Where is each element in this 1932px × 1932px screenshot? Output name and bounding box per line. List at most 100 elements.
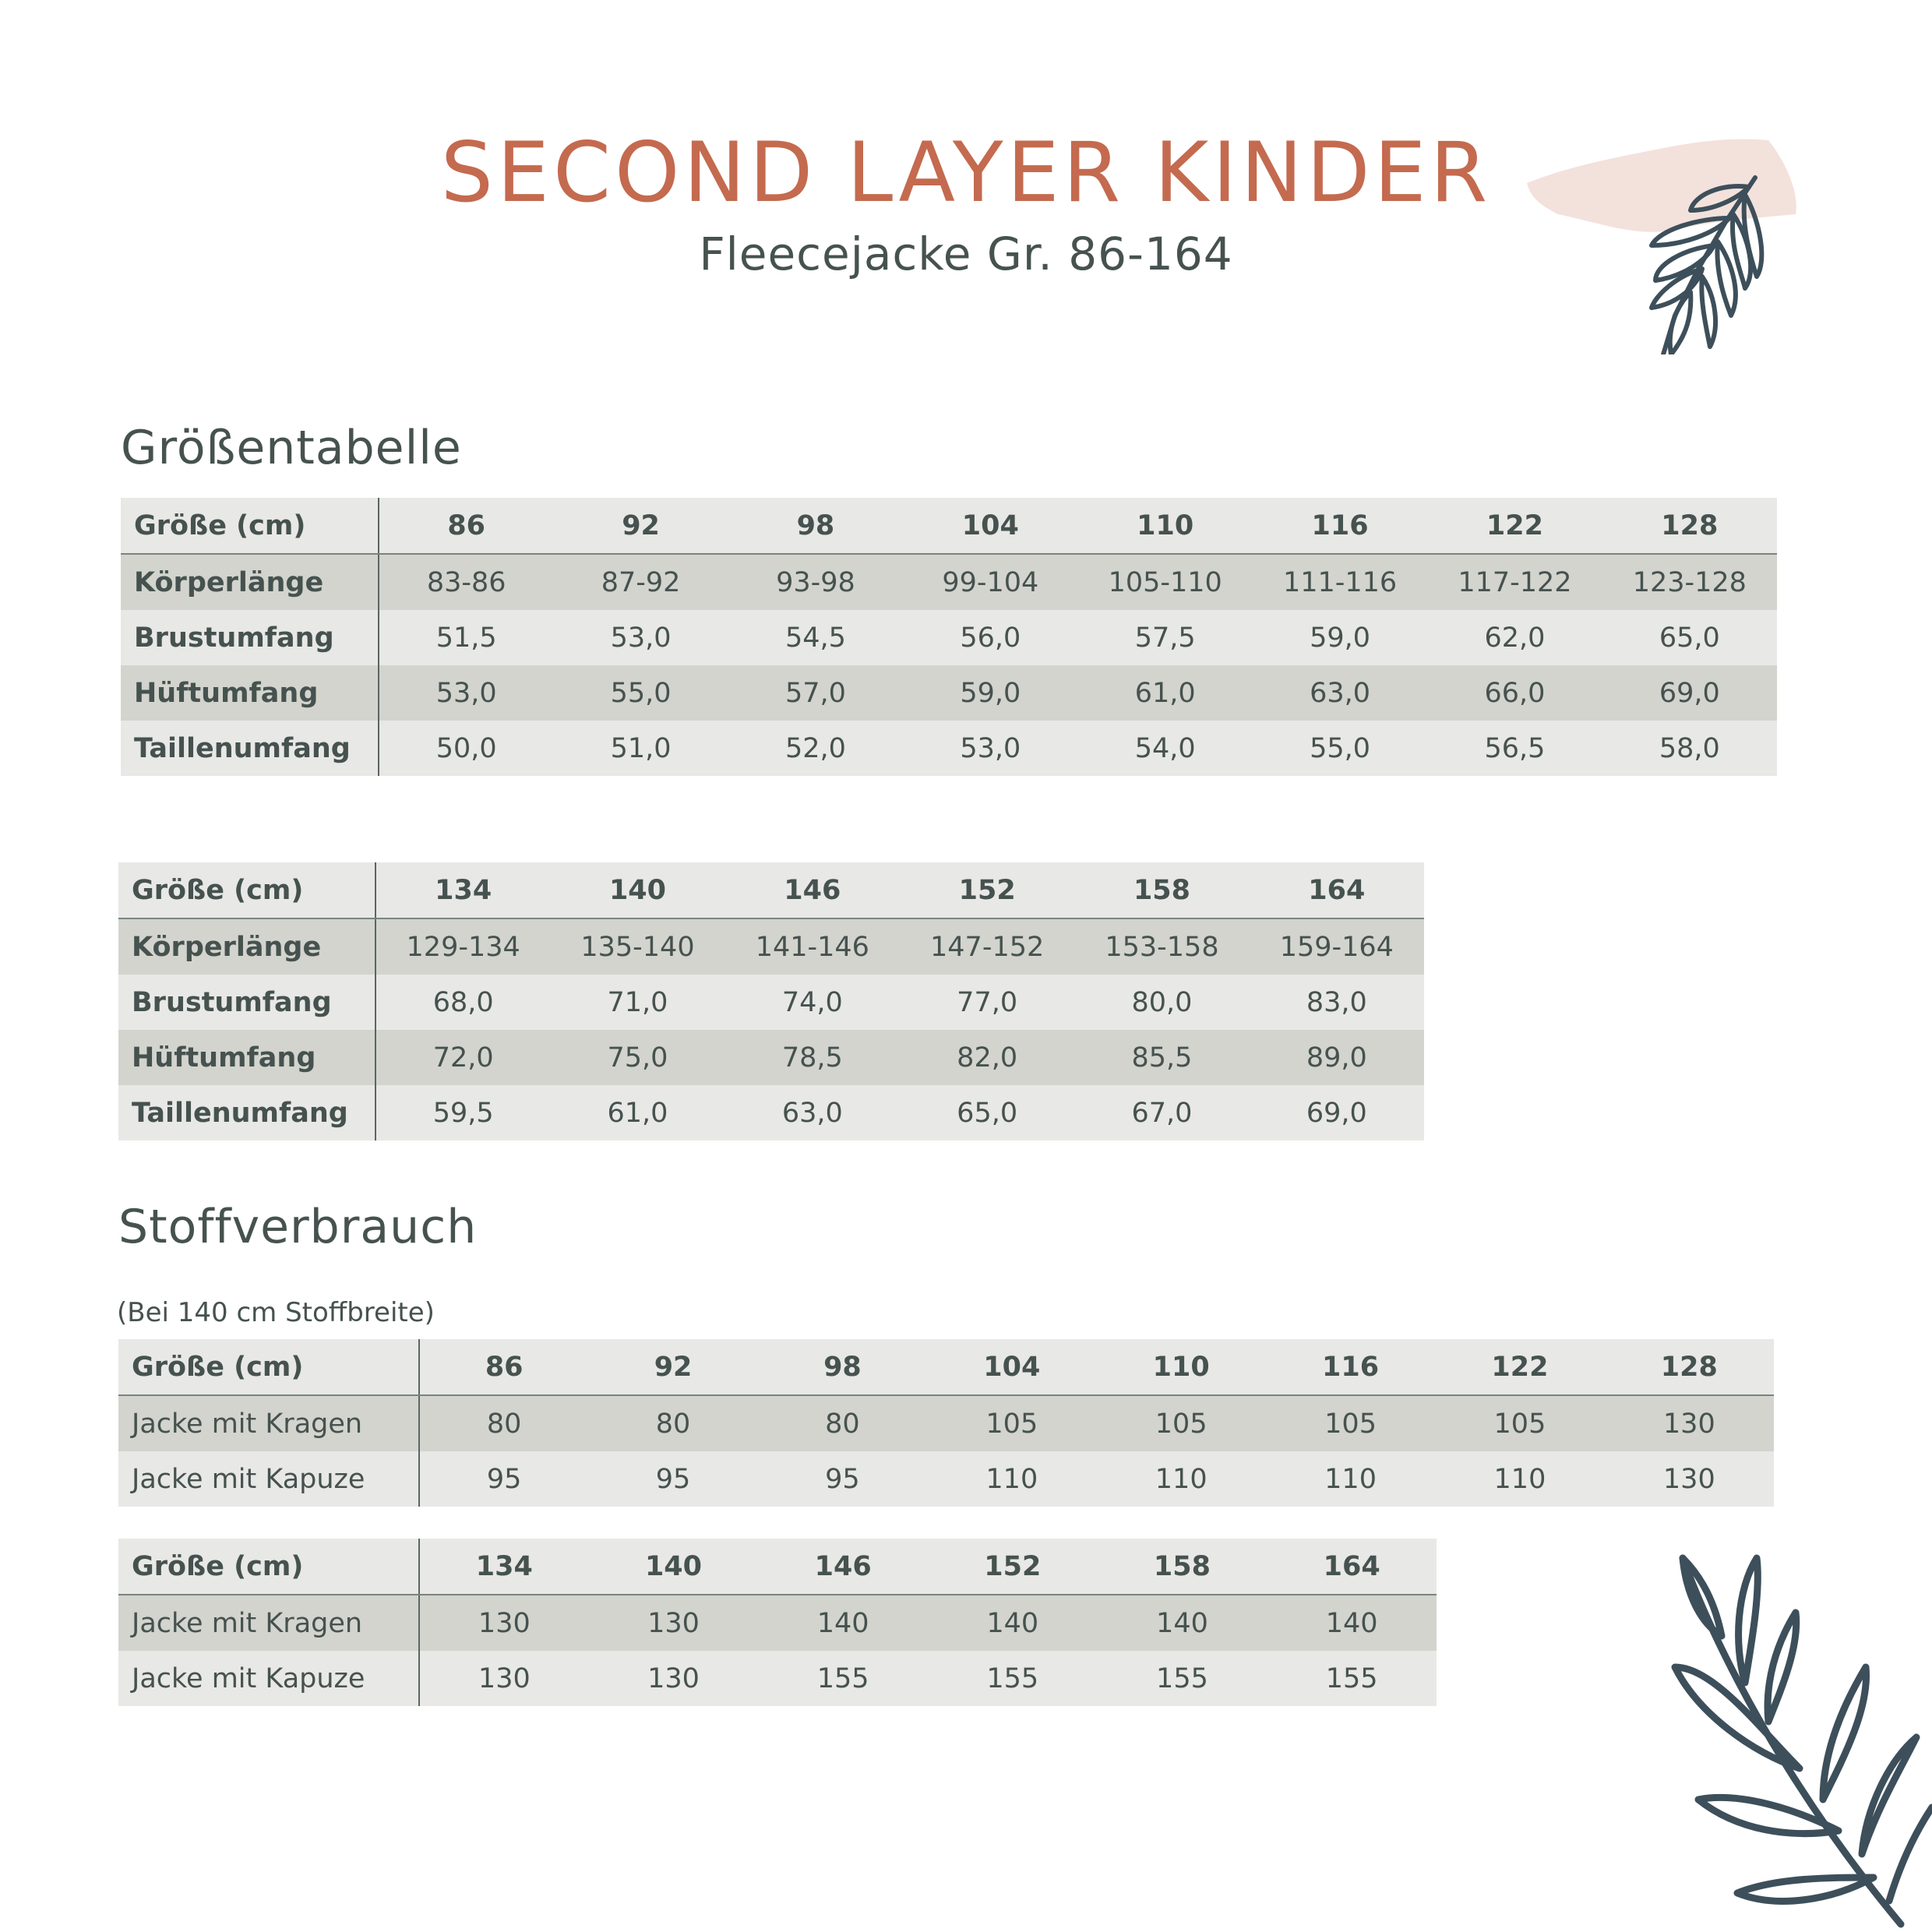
value-cell: 54,0 — [1077, 721, 1253, 776]
header-label-cell: Größe (cm) — [118, 862, 376, 919]
size-table-2: Größe (cm) 134 140 146 152 158 164 Körperlänge 1… — [118, 862, 1424, 1141]
value-cell: 110 — [1096, 1451, 1266, 1507]
value-cell: 75,0 — [550, 1030, 725, 1085]
value-cell: 105 — [1435, 1395, 1605, 1451]
row-label-cell: Hüftumfang — [118, 1030, 376, 1085]
row-label-cell: Taillenumfang — [118, 1085, 376, 1141]
value-cell: 155 — [758, 1651, 928, 1706]
table-header-row: Größe (cm) 134 140 146 152 158 164 — [118, 1539, 1437, 1595]
value-cell: 135-140 — [550, 918, 725, 975]
value-cell: 130 — [1604, 1395, 1774, 1451]
size-header-cell: 134 — [375, 862, 551, 919]
table-row: Körperlänge 129-134 135-140 141-146 147-152 1… — [118, 918, 1424, 975]
table-row: Brustumfang 51,5 53,0 54,5 56,0 57,5 59,0 62,0 6… — [121, 610, 1777, 665]
size-header-cell: 164 — [1267, 1539, 1437, 1595]
value-cell: 59,5 — [375, 1085, 551, 1141]
value-cell: 71,0 — [550, 975, 725, 1030]
value-cell: 140 — [758, 1595, 928, 1651]
value-cell: 52,0 — [728, 721, 904, 776]
table-row: Brustumfang 68,0 71,0 74,0 77,0 80,0 83,0 — [118, 975, 1424, 1030]
fabric-table-1: Größe (cm) 86 92 98 104 110 116 122 128 Jacke mit… — [118, 1339, 1774, 1507]
value-cell: 61,0 — [550, 1085, 725, 1141]
fabric-width-note: (Bei 140 cm Stoffbreite) — [117, 1297, 435, 1328]
value-cell: 153-158 — [1074, 918, 1250, 975]
value-cell: 130 — [1604, 1451, 1774, 1507]
value-cell: 69,0 — [1602, 665, 1777, 721]
row-label-cell: Körperlänge — [121, 554, 379, 610]
row-label-cell: Jacke mit Kragen — [118, 1595, 420, 1651]
value-cell: 159-164 — [1249, 918, 1424, 975]
value-cell: 55,0 — [1252, 721, 1428, 776]
value-cell: 77,0 — [899, 975, 1075, 1030]
value-cell: 80 — [757, 1395, 928, 1451]
row-label-cell: Jacke mit Kragen — [118, 1395, 420, 1451]
table-header-row: Größe (cm) 134 140 146 152 158 164 — [118, 862, 1424, 919]
value-cell: 155 — [927, 1651, 1098, 1706]
table-row: Taillenumfang 50,0 51,0 52,0 53,0 54,0 55,0 56,… — [121, 721, 1777, 776]
header-label-cell: Größe (cm) — [118, 1539, 420, 1595]
size-header-cell: 152 — [927, 1539, 1098, 1595]
value-cell: 130 — [588, 1595, 759, 1651]
table-header-row: Größe (cm) 86 92 98 104 110 116 122 128 — [121, 498, 1777, 555]
value-cell: 130 — [419, 1651, 589, 1706]
value-cell: 51,0 — [553, 721, 728, 776]
value-cell: 147-152 — [899, 918, 1075, 975]
size-header-cell: 122 — [1427, 498, 1602, 555]
value-cell: 110 — [1435, 1451, 1605, 1507]
value-cell: 140 — [927, 1595, 1098, 1651]
size-header-cell: 128 — [1604, 1339, 1774, 1396]
value-cell: 63,0 — [724, 1085, 900, 1141]
size-header-cell: 164 — [1249, 862, 1424, 919]
value-cell: 56,0 — [903, 610, 1078, 665]
size-header-cell: 140 — [550, 862, 725, 919]
value-cell: 54,5 — [728, 610, 904, 665]
size-header-cell: 86 — [379, 498, 554, 555]
size-header-cell: 110 — [1096, 1339, 1266, 1396]
value-cell: 61,0 — [1077, 665, 1253, 721]
value-cell: 140 — [1097, 1595, 1267, 1651]
row-label-cell: Jacke mit Kapuze — [118, 1451, 420, 1507]
table-row: Jacke mit Kragen 130 130 140 140 140 140 — [118, 1595, 1437, 1651]
value-cell: 80 — [588, 1395, 758, 1451]
row-label-cell: Brustumfang — [121, 610, 379, 665]
size-header-cell: 98 — [728, 498, 904, 555]
value-cell: 80 — [419, 1395, 589, 1451]
value-cell: 80,0 — [1074, 975, 1250, 1030]
size-header-cell: 146 — [758, 1539, 928, 1595]
size-header-cell: 110 — [1077, 498, 1253, 555]
value-cell: 95 — [757, 1451, 928, 1507]
fabric-table-2: Größe (cm) 134 140 146 152 158 164 Jacke mit Kr… — [118, 1539, 1437, 1706]
leaf-icon — [1671, 1554, 1932, 1928]
row-label-cell: Taillenumfang — [121, 721, 379, 776]
value-cell: 69,0 — [1249, 1085, 1424, 1141]
value-cell: 105-110 — [1077, 554, 1253, 610]
value-cell: 141-146 — [724, 918, 900, 975]
value-cell: 83-86 — [379, 554, 554, 610]
value-cell: 110 — [1265, 1451, 1436, 1507]
fabric-usage-heading: Stoffverbrauch — [118, 1200, 478, 1254]
size-header-cell: 134 — [419, 1539, 589, 1595]
value-cell: 95 — [419, 1451, 589, 1507]
value-cell: 55,0 — [553, 665, 728, 721]
size-header-cell: 158 — [1074, 862, 1250, 919]
value-cell: 83,0 — [1249, 975, 1424, 1030]
size-header-cell: 92 — [553, 498, 728, 555]
value-cell: 53,0 — [553, 610, 728, 665]
value-cell: 140 — [1267, 1595, 1437, 1651]
row-label-cell: Brustumfang — [118, 975, 376, 1030]
value-cell: 93-98 — [728, 554, 904, 610]
value-cell: 67,0 — [1074, 1085, 1250, 1141]
size-header-cell: 152 — [899, 862, 1075, 919]
value-cell: 56,5 — [1427, 721, 1602, 776]
value-cell: 78,5 — [724, 1030, 900, 1085]
value-cell: 105 — [1096, 1395, 1266, 1451]
row-label-cell: Jacke mit Kapuze — [118, 1651, 420, 1706]
value-cell: 59,0 — [903, 665, 1078, 721]
size-chart-heading: Größentabelle — [121, 421, 462, 475]
header-label-cell: Größe (cm) — [118, 1339, 420, 1396]
value-cell: 53,0 — [903, 721, 1078, 776]
size-header-cell: 104 — [927, 1339, 1097, 1396]
value-cell: 155 — [1097, 1651, 1267, 1706]
value-cell: 82,0 — [899, 1030, 1075, 1085]
value-cell: 66,0 — [1427, 665, 1602, 721]
